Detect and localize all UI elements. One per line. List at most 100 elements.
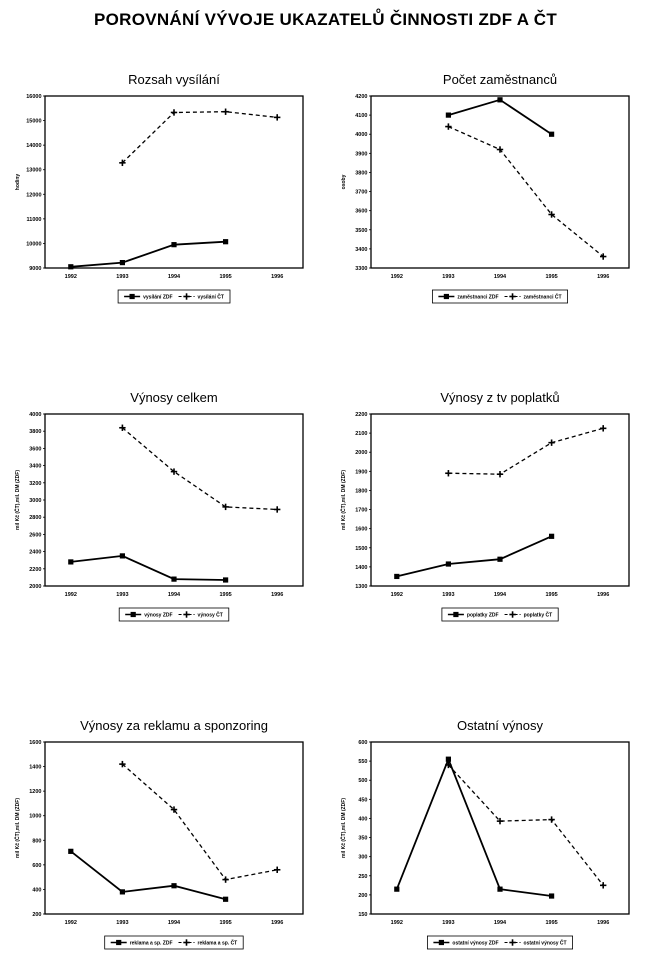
chart-title: Výnosy za reklamu a sponzoring [80, 718, 268, 733]
legend-box [117, 289, 231, 304]
data-point [496, 146, 504, 153]
y-tick-label: 2400 [29, 550, 41, 556]
x-tick-label: 1992 [391, 920, 403, 926]
legend-label: reklama a sp. ZDF [130, 941, 173, 947]
y-tick-label: 200 [32, 912, 41, 918]
series-line [121, 427, 278, 511]
legend-item: vysílání ČT [178, 293, 224, 301]
data-point [394, 886, 400, 892]
data-point [497, 556, 503, 562]
x-tick-label: 1993 [116, 274, 128, 280]
y-tick-label: 3300 [355, 266, 367, 272]
series-zdf [394, 533, 555, 580]
y-tick-label: 1600 [29, 740, 41, 746]
legend-item: reklama a sp. ČT [178, 939, 237, 947]
data-point [445, 761, 452, 769]
series-line [448, 126, 604, 258]
series-line [70, 850, 226, 901]
data-point [496, 817, 504, 825]
legend-label: zaměstnanci ZDF [457, 295, 498, 301]
plot-area [370, 741, 630, 915]
data-point [548, 211, 555, 218]
y-tick-label: 250 [358, 874, 367, 880]
y-tick-label: 150 [358, 912, 367, 918]
data-point [223, 896, 229, 902]
legend-label: ostatní výnosy ČT [524, 940, 567, 947]
y-tick-label: 10000 [26, 241, 41, 247]
x-tick-label: 1994 [168, 920, 181, 926]
legend-marker [129, 293, 135, 300]
series-ct [119, 760, 281, 883]
data-point [170, 109, 178, 116]
legend-marker [453, 611, 459, 618]
x-tick-label: 1996 [271, 274, 283, 280]
y-tick-label: 16000 [26, 94, 41, 100]
chart-panel-advertising-revenue: Výnosy za reklamu a sponzoring 200 400 600 8… [10, 714, 320, 969]
x-tick-label: 1994 [168, 592, 181, 598]
data-point [497, 886, 503, 892]
legend-label: vysílání ČT [198, 294, 224, 301]
data-point [119, 553, 125, 559]
data-point [600, 882, 607, 889]
y-tick-label: 1700 [355, 508, 367, 514]
data-point [119, 889, 125, 895]
y-tick-label: 4000 [355, 132, 367, 138]
chart-svg: Počet zaměstnanců 3300 3400 3500 3600 3700 380… [341, 72, 630, 304]
plot-area [44, 95, 304, 269]
data-point [171, 242, 177, 248]
y-tick-label: 800 [32, 838, 41, 844]
data-point [600, 253, 607, 260]
y-tick-label: 3500 [355, 228, 367, 234]
series-line [70, 554, 226, 581]
y-tick-label: 400 [358, 816, 367, 822]
data-point [600, 425, 607, 432]
legend-box [441, 607, 559, 622]
series-ct [445, 761, 607, 889]
legend-marker [130, 611, 136, 618]
y-tick-label: 1800 [355, 488, 367, 494]
series-ct [445, 425, 607, 478]
data-point [68, 559, 74, 565]
plot-area [370, 413, 630, 587]
chart-panel-employees: Počet zaměstnanců 3300 3400 3500 3600 3700 380… [336, 68, 646, 323]
legend: reklama a sp. ZDF reklama a sp. ČT [104, 935, 244, 950]
data-point [119, 760, 126, 768]
data-point [68, 848, 74, 854]
y-tick-label: 2200 [355, 412, 367, 418]
chart-svg: Výnosy z tv poplatků 1300 1400 1500 1600 1700… [340, 390, 630, 622]
y-tick-label: 3600 [29, 446, 41, 452]
y-tick-label: 4000 [29, 412, 41, 418]
series-line [396, 535, 552, 578]
chart-panel-total-revenue: Výnosy celkem 2000 2200 2400 2600 2800 3000 320… [10, 386, 320, 641]
x-tick-label: 1996 [597, 592, 609, 598]
legend-box [432, 289, 568, 304]
y-tick-label: 2100 [355, 431, 367, 437]
data-point [223, 239, 229, 245]
x-tick-label: 1993 [116, 920, 128, 926]
x-tick-label: 1992 [65, 920, 77, 926]
legend-item: výnosy ZDF [125, 611, 173, 619]
data-point [68, 264, 74, 270]
y-tick-label: 3700 [355, 190, 367, 196]
data-point [222, 876, 229, 883]
series-line [121, 763, 278, 881]
y-tick-label: 2800 [29, 515, 41, 521]
legend-box [104, 935, 244, 950]
y-tick-label: 300 [358, 855, 367, 861]
x-tick-label: 1995 [219, 592, 231, 598]
data-point [119, 424, 126, 431]
chart-title: Výnosy celkem [130, 390, 217, 405]
series-line [447, 764, 604, 886]
x-tick-label: 1993 [442, 592, 454, 598]
data-point [223, 577, 229, 583]
legend-marker [116, 939, 122, 946]
y-tick-label: 9000 [29, 266, 41, 272]
y-tick-label: 1400 [355, 565, 367, 571]
legend-label: poplatky ČT [524, 612, 553, 619]
legend-item: vysílání ZDF [124, 293, 173, 301]
y-tick-label: 13000 [26, 168, 41, 174]
legend-item: poplatky ČT [504, 611, 553, 619]
plot-area [44, 741, 304, 915]
y-tick-label: 2000 [355, 450, 367, 456]
legend-marker [509, 939, 516, 946]
